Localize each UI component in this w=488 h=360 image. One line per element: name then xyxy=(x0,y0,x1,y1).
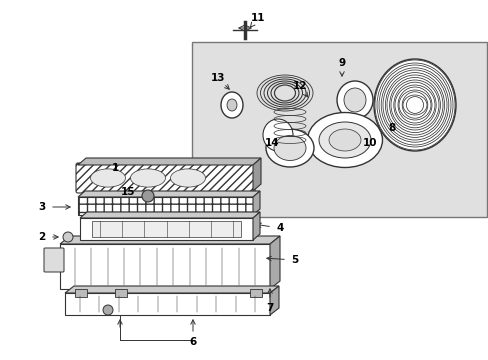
Text: 2: 2 xyxy=(38,232,45,242)
Circle shape xyxy=(142,190,154,202)
Bar xyxy=(92,221,241,237)
Text: 13: 13 xyxy=(210,73,225,83)
Text: 7: 7 xyxy=(266,303,273,313)
Ellipse shape xyxy=(373,59,455,151)
FancyBboxPatch shape xyxy=(44,248,64,272)
Text: 14: 14 xyxy=(264,138,279,148)
Ellipse shape xyxy=(170,169,205,187)
Text: 8: 8 xyxy=(387,123,395,133)
Ellipse shape xyxy=(318,122,370,158)
Circle shape xyxy=(103,305,113,315)
Bar xyxy=(65,293,269,315)
Text: 1: 1 xyxy=(111,163,119,173)
Ellipse shape xyxy=(307,112,382,167)
Text: 11: 11 xyxy=(250,13,264,23)
Polygon shape xyxy=(78,158,261,165)
Text: 6: 6 xyxy=(189,337,196,347)
Ellipse shape xyxy=(265,129,313,167)
Text: 4: 4 xyxy=(276,223,283,233)
Text: 15: 15 xyxy=(121,187,135,197)
Ellipse shape xyxy=(343,88,365,112)
Bar xyxy=(60,244,269,289)
Polygon shape xyxy=(252,158,261,191)
FancyBboxPatch shape xyxy=(76,163,254,193)
Bar xyxy=(115,289,127,297)
Polygon shape xyxy=(252,212,260,240)
Bar xyxy=(192,42,486,217)
Ellipse shape xyxy=(221,92,243,118)
Ellipse shape xyxy=(336,81,372,119)
Bar xyxy=(78,197,252,215)
Ellipse shape xyxy=(328,129,360,151)
Polygon shape xyxy=(269,286,279,315)
Ellipse shape xyxy=(90,169,125,187)
Bar xyxy=(75,289,87,297)
Polygon shape xyxy=(80,212,260,218)
Bar xyxy=(249,289,262,297)
Text: 10: 10 xyxy=(362,138,376,148)
Ellipse shape xyxy=(273,135,305,161)
Text: 3: 3 xyxy=(38,202,45,212)
Ellipse shape xyxy=(226,99,237,111)
Polygon shape xyxy=(269,236,280,289)
Text: 9: 9 xyxy=(338,58,345,68)
Text: 5: 5 xyxy=(291,255,298,265)
Polygon shape xyxy=(252,191,260,215)
Polygon shape xyxy=(65,286,279,293)
Bar xyxy=(80,218,252,240)
Circle shape xyxy=(63,232,73,242)
Text: 12: 12 xyxy=(292,81,306,91)
Ellipse shape xyxy=(130,169,165,187)
Polygon shape xyxy=(60,236,280,244)
Polygon shape xyxy=(78,191,260,197)
Ellipse shape xyxy=(263,119,292,151)
